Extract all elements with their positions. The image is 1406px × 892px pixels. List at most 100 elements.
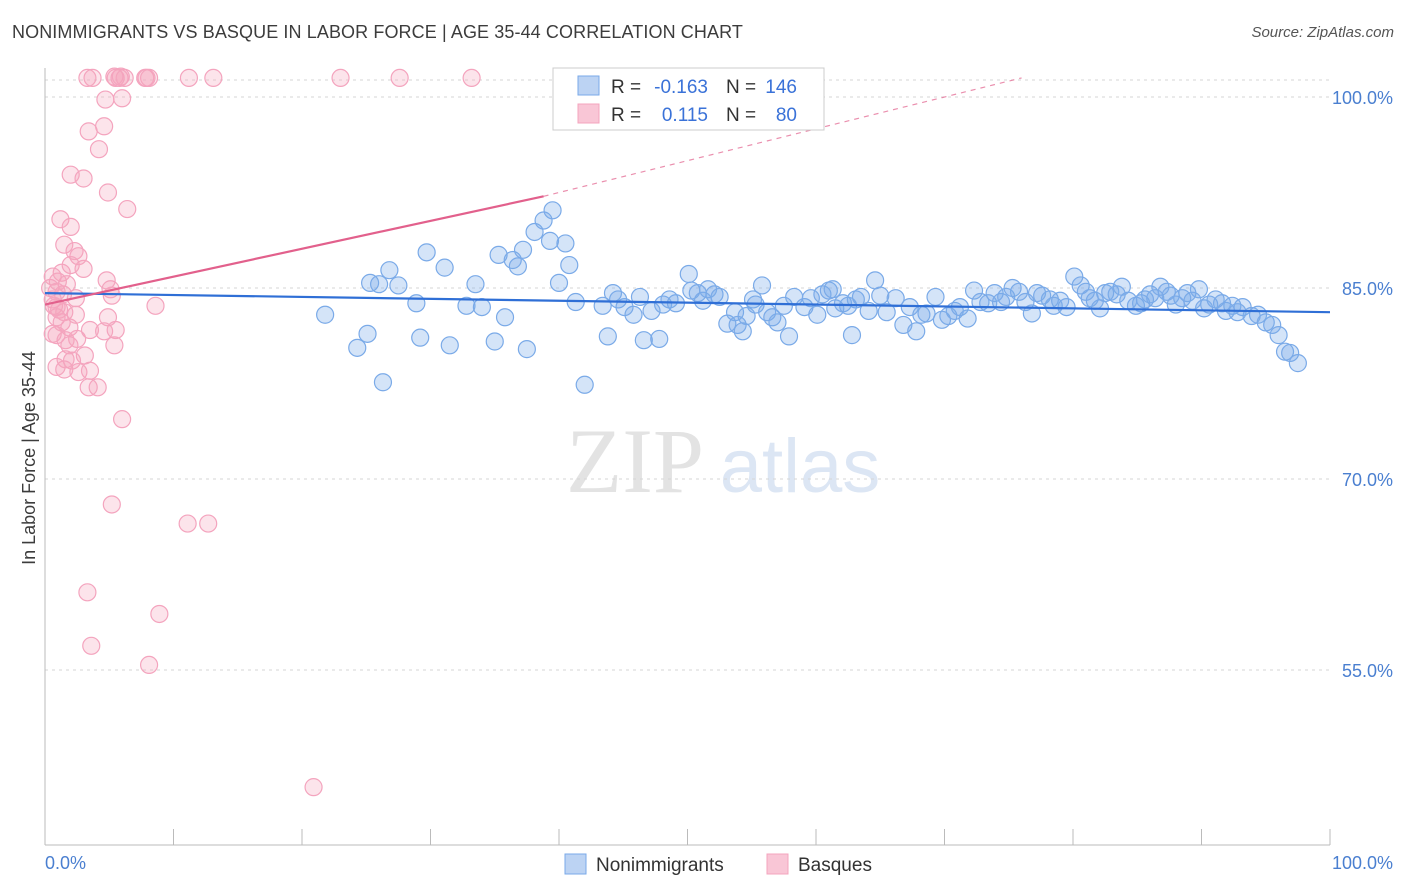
tick-labels: 100.0% 85.0% 70.0% 55.0% 0.0% 100.0%	[45, 88, 1393, 873]
x-tick-label-max: 100.0%	[1332, 853, 1393, 873]
nonimmigrants-point-75	[842, 326, 862, 345]
nonimmigrants-point-20	[508, 257, 527, 276]
basques-point-78	[304, 778, 323, 797]
basques-point-17	[95, 117, 114, 136]
nonimmigrants-point-35	[609, 290, 628, 309]
nonimmigrants-point-10	[411, 328, 430, 347]
basques-point-55	[95, 322, 114, 341]
gridlines	[45, 79, 1330, 671]
nonimmigrants-point-27	[549, 273, 569, 293]
nonimmigrants-point-61	[763, 308, 782, 327]
basques-point-10	[390, 68, 409, 88]
stat-r-value-2: 0.115	[662, 105, 708, 126]
basques-point-76	[82, 636, 101, 655]
stats-box: R = -0.163 N = 146 R = 0.115 N = 80	[552, 67, 825, 131]
basques-point-31	[52, 263, 71, 282]
basques-point-65	[80, 361, 100, 380]
stat-r-label-1: R =	[611, 77, 641, 98]
stat-n-label-2: N =	[726, 105, 756, 126]
nonimmigrants-point-45	[679, 264, 698, 284]
basques-point-26	[55, 235, 74, 254]
nonimmigrants-point-14	[466, 275, 485, 294]
basques-point-14	[137, 68, 156, 88]
nonimmigrants-point-1	[348, 338, 367, 357]
stats-swatch-basques	[577, 103, 600, 124]
nonimmigrants-point-68	[808, 305, 827, 324]
basques-point-22	[98, 183, 118, 202]
nonimmigrants-point-62	[768, 313, 787, 332]
nonimmigrants-point-13	[457, 296, 476, 315]
series-basques	[41, 67, 481, 797]
legend-swatch-basques	[766, 853, 789, 875]
nonimmigrants-point-9	[417, 243, 436, 262]
basques-point-75	[150, 604, 169, 624]
nonimmigrants-point-103	[1022, 304, 1041, 323]
watermark: ZIP atlas	[566, 410, 880, 512]
nonimmigrants-point-149	[1288, 354, 1307, 373]
basques-point-24	[51, 210, 70, 229]
nonimmigrants-point-7	[389, 276, 408, 295]
basques-point-72	[178, 514, 197, 533]
basques-point-12	[105, 67, 124, 86]
nonimmigrants-point-2	[358, 324, 377, 343]
nonimmigrants-point-26	[543, 201, 562, 220]
nonimmigrants-point-88	[926, 287, 945, 307]
nonimmigrants-point-80	[871, 286, 890, 305]
nonimmigrants-point-145	[1263, 315, 1282, 335]
legend-swatch-nonimmigrants	[564, 853, 587, 875]
basques-point-1	[83, 68, 102, 88]
nonimmigrants-point-133	[1189, 280, 1209, 299]
nonimmigrants-point-8	[407, 294, 426, 313]
nonimmigrants-point-78	[859, 301, 878, 321]
y-axis-title: In Labor Force | Age 35-44	[19, 351, 39, 565]
nonimmigrants-trend-line	[44, 291, 1331, 314]
nonimmigrants-point-4	[370, 275, 389, 294]
basques-point-25	[61, 217, 80, 236]
nonimmigrants-point-17	[489, 245, 508, 264]
nonimmigrants-point-12	[440, 336, 459, 355]
basques-point-13	[111, 67, 130, 86]
axes	[44, 68, 1331, 846]
x-tick-label-min: 0.0%	[45, 853, 86, 873]
stat-n-value-2: 80	[776, 105, 797, 126]
basques-point-54	[80, 320, 100, 340]
nonimmigrants-point-81	[877, 303, 896, 322]
y-tick-label-1: 85.0%	[1342, 279, 1393, 299]
basques-point-74	[78, 583, 97, 602]
nonimmigrants-point-33	[598, 327, 617, 346]
nonimmigrants-point-22	[517, 340, 536, 359]
nonimmigrants-point-71	[823, 280, 842, 299]
nonimmigrants-point-11	[435, 258, 454, 277]
nonimmigrants-point-101	[1009, 282, 1029, 301]
nonimmigrants-point-0	[316, 305, 335, 324]
nonimmigrants-point-5	[373, 373, 393, 392]
nonimmigrants-point-93	[958, 309, 977, 328]
nonimmigrants-point-67	[801, 289, 820, 308]
basques-trend-line	[44, 195, 544, 306]
basques-trend-extension	[543, 77, 1022, 197]
basques-point-15	[96, 90, 115, 109]
nonimmigrants-point-18	[495, 308, 515, 327]
nonimmigrants-point-31	[575, 375, 594, 394]
basques-point-73	[199, 514, 218, 533]
nonimmigrants-point-59	[752, 276, 772, 295]
watermark-zip: ZIP	[566, 410, 704, 512]
basques-point-23	[118, 199, 137, 219]
nonimmigrants-point-87	[917, 304, 936, 323]
basques-point-7	[179, 68, 199, 88]
nonimmigrants-point-110	[1065, 267, 1084, 286]
basques-point-11	[462, 68, 481, 88]
stat-n-label-1: N =	[726, 77, 756, 98]
basques-point-51	[47, 326, 66, 345]
basques-point-58	[105, 336, 124, 355]
basques-point-45	[146, 296, 165, 315]
nonimmigrants-point-24	[534, 211, 553, 230]
series-nonimmigrants	[316, 201, 1307, 394]
nonimmigrants-point-94	[964, 281, 984, 300]
basques-point-8	[204, 68, 223, 88]
nonimmigrants-point-16	[485, 332, 504, 351]
y-tick-label-3: 55.0%	[1342, 661, 1393, 681]
basques-point-70	[112, 410, 132, 429]
watermark-atlas: atlas	[720, 424, 881, 509]
